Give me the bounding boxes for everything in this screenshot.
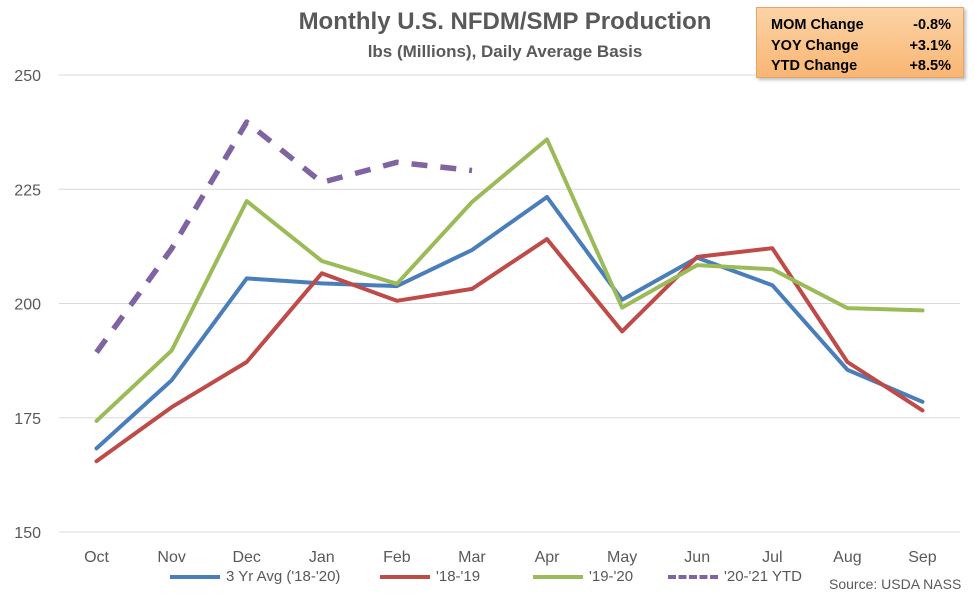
- x-tick-label: Oct: [84, 549, 109, 566]
- legend-label: '20-'21 YTD: [724, 568, 802, 585]
- change-value: +8.5%: [909, 58, 951, 74]
- series-line: [94, 119, 473, 355]
- chart-title: Monthly U.S. NFDM/SMP Production: [298, 8, 712, 35]
- legend-label: '18-'19: [436, 568, 481, 585]
- x-tick-label: May: [607, 549, 637, 566]
- change-row-ytd: YTD Change +8.5%: [771, 56, 951, 77]
- change-row-mom: MOM Change -0.8%: [771, 15, 951, 36]
- y-tick-label: 150: [14, 525, 41, 542]
- x-tick-label: Dec: [232, 549, 260, 566]
- y-tick-label: 225: [14, 182, 41, 199]
- change-label: MOM Change: [771, 17, 864, 33]
- change-value: +3.1%: [909, 37, 951, 54]
- y-tick-label: 250: [14, 68, 41, 85]
- change-label: YTD Change: [771, 58, 858, 74]
- chart-subtitle: lbs (Millions), Daily Average Basis: [367, 42, 643, 61]
- x-tick-label: Feb: [383, 549, 411, 566]
- x-tick-label: Jun: [684, 549, 710, 566]
- x-tick-label: Aug: [833, 549, 861, 566]
- legend-label: 3 Yr Avg ('18-'20): [226, 568, 341, 585]
- series-line: [94, 195, 925, 451]
- legend-item-20-21-ytd: '20-'21 YTD: [668, 568, 802, 585]
- legend-label: '19-'20: [589, 568, 634, 585]
- x-tick-label: Apr: [535, 549, 561, 566]
- legend-item-3yr-avg: 3 Yr Avg ('18-'20): [170, 568, 340, 585]
- y-axis-ticks: 150 175 200 225 250: [14, 68, 41, 542]
- legend-swatch: [533, 574, 583, 579]
- legend-item-19-20: '19-'20: [533, 568, 633, 585]
- change-label: YOY Change: [771, 37, 859, 54]
- series-line: [94, 137, 925, 423]
- legend-item-18-19: '18-'19: [380, 568, 480, 585]
- y-tick-label: 200: [14, 297, 41, 314]
- x-tick-label: Jul: [762, 549, 782, 566]
- series-lines: [94, 119, 925, 464]
- change-row-yoy: YOY Change +3.1%: [771, 36, 951, 57]
- x-axis-ticks: Oct Nov Dec Jan Feb Mar Apr May Jun Jul Aug Sep: [84, 549, 937, 566]
- source-note: Source: USDA NASS: [829, 576, 962, 592]
- y-tick-label: 175: [14, 411, 41, 428]
- legend-swatch: [668, 574, 718, 579]
- legend-swatch: [380, 574, 430, 579]
- change-value: -0.8%: [913, 17, 951, 33]
- x-tick-label: Nov: [157, 549, 185, 566]
- series-line: [94, 237, 925, 464]
- x-tick-label: Jan: [309, 549, 335, 566]
- x-tick-label: Sep: [908, 549, 937, 566]
- gridlines: [59, 74, 960, 533]
- x-tick-label: Mar: [458, 549, 486, 566]
- change-summary-box: MOM Change -0.8% YOY Change +3.1% YTD Ch…: [756, 7, 964, 78]
- legend-swatch: [170, 574, 220, 579]
